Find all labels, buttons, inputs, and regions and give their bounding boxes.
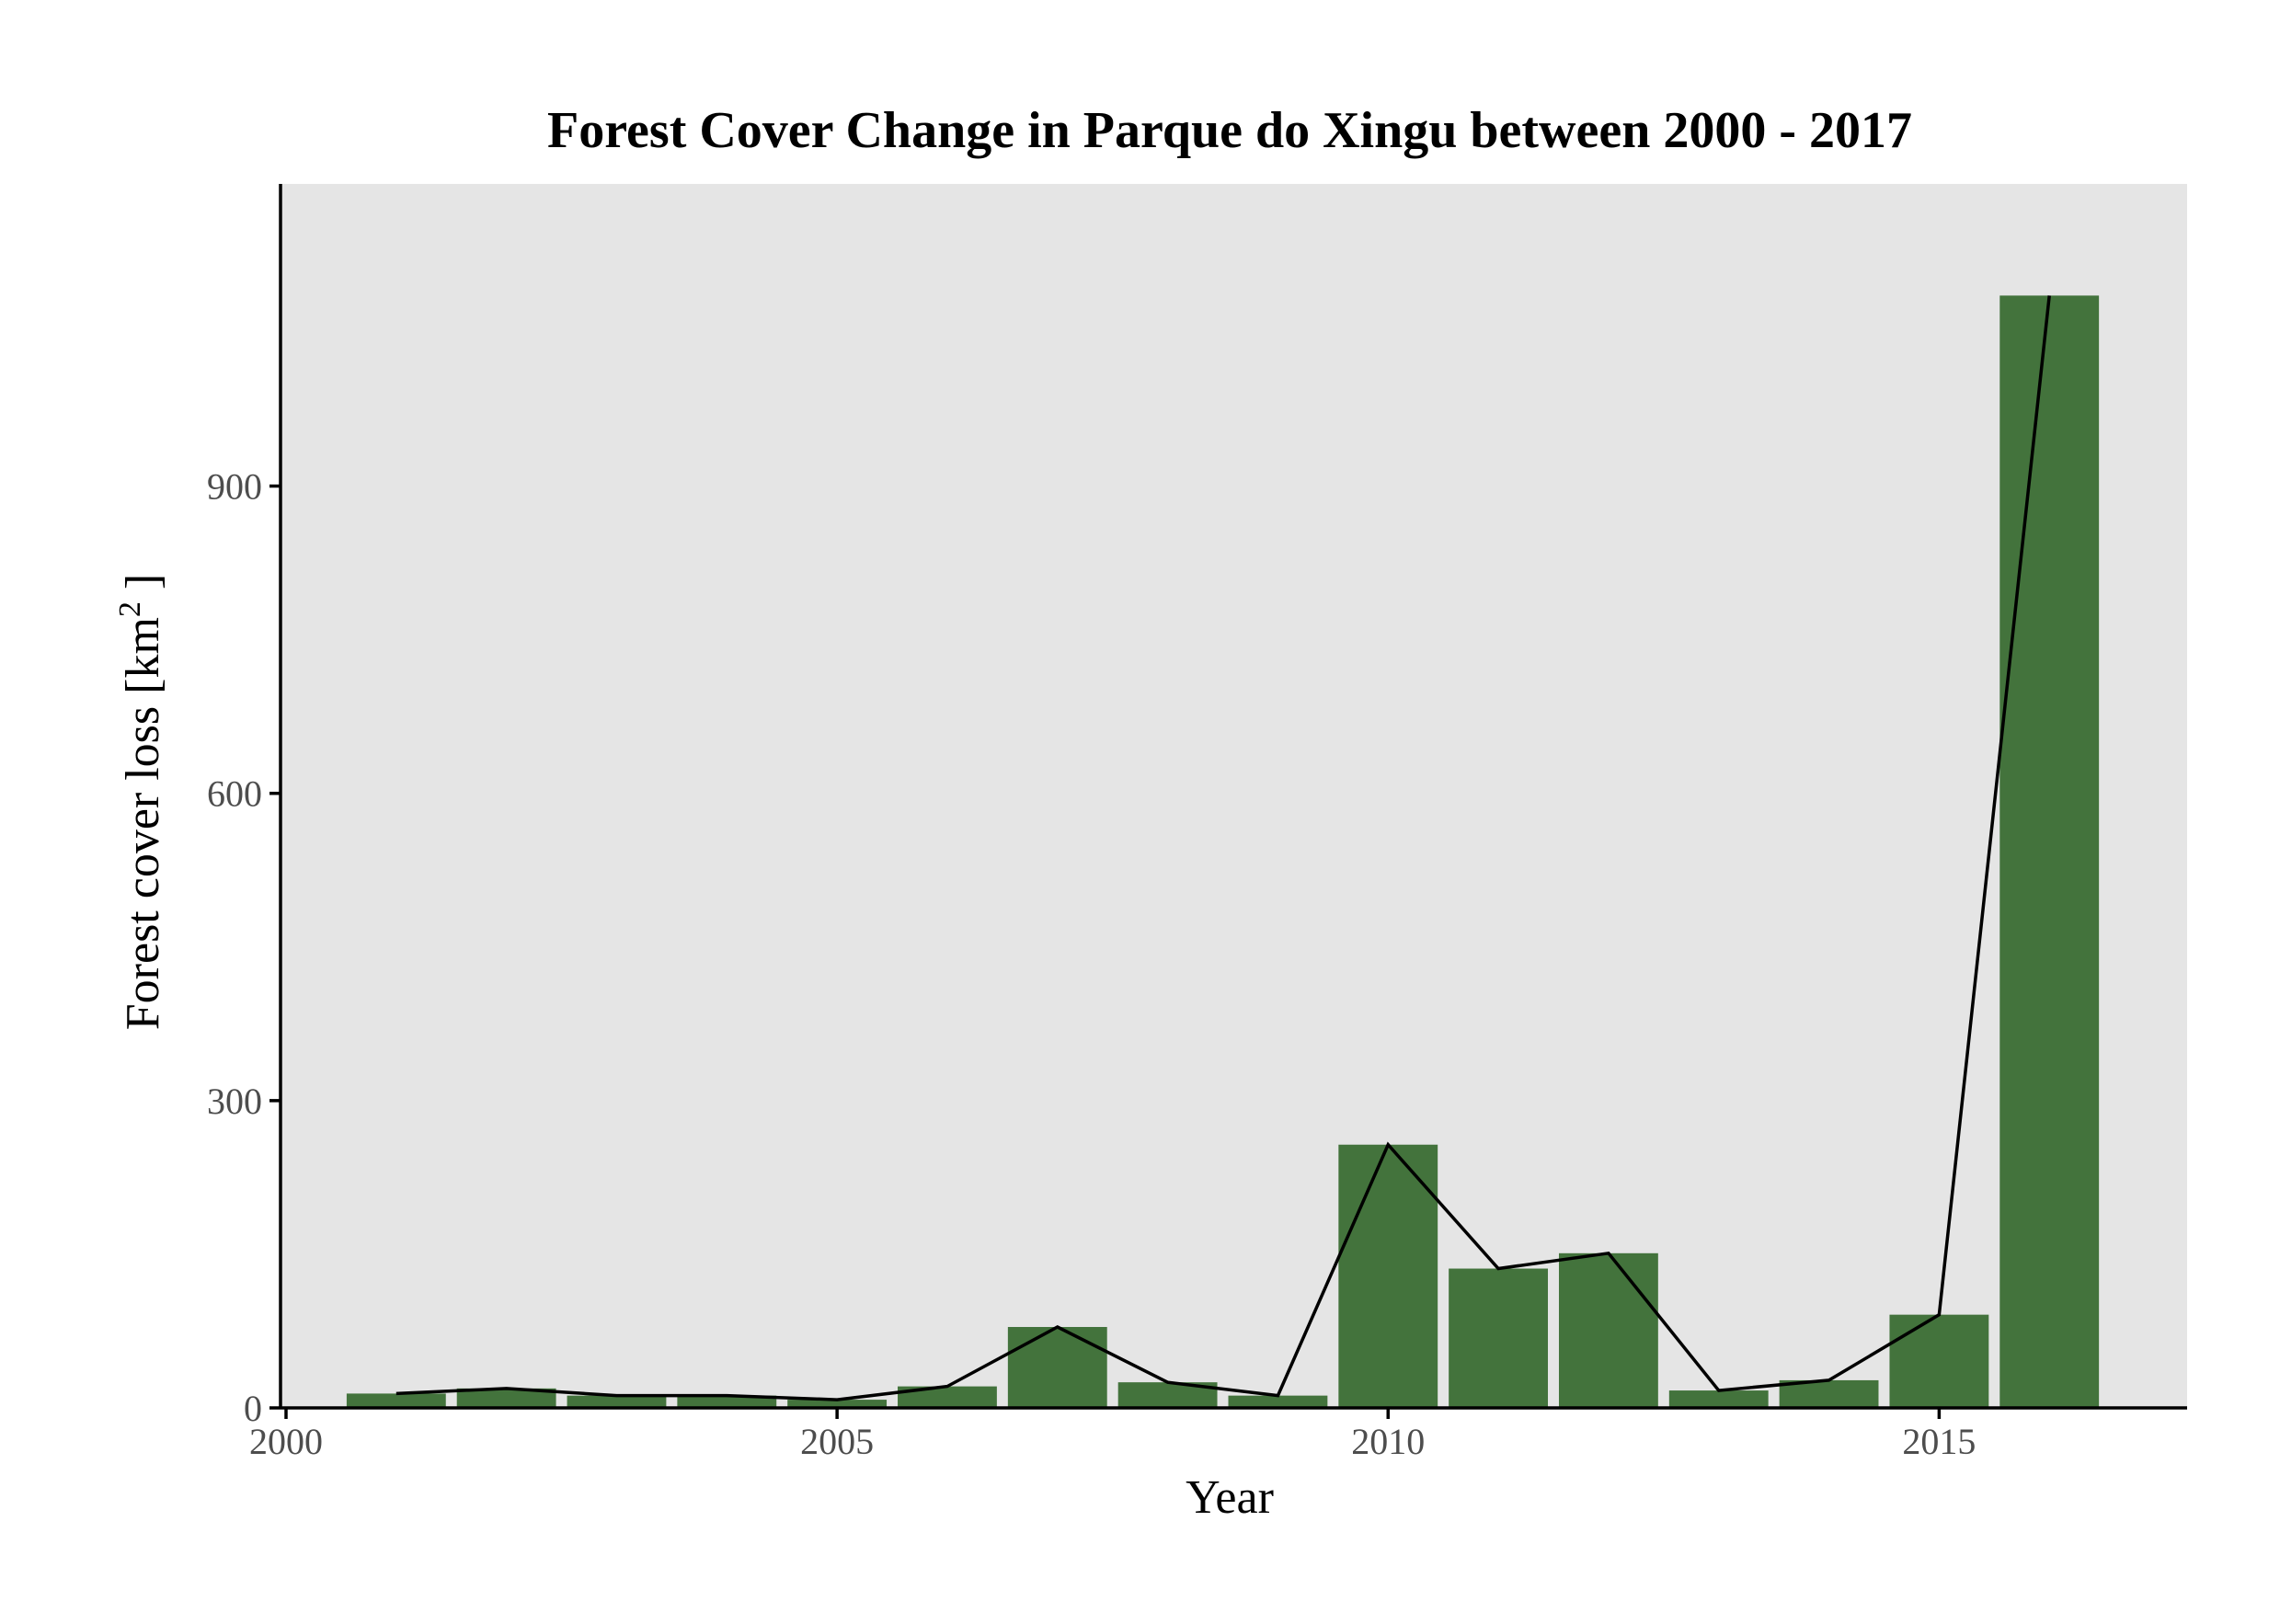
bars <box>346 295 2100 1408</box>
bar-2015 <box>1889 1314 1989 1408</box>
y-tick-label-600: 600 <box>207 773 262 815</box>
bar-2011 <box>1449 1268 1549 1408</box>
trend-line <box>395 295 2051 1401</box>
y-axis-title: Forest cover loss [km2 ] <box>113 574 169 1031</box>
x-axis-title: Year <box>1186 1471 1274 1524</box>
chart-title: Forest Cover Change in Parque do Xingu b… <box>547 102 1912 159</box>
bar-2016 <box>1999 295 2100 1408</box>
bar-2009 <box>1228 1395 1328 1408</box>
bar-2004 <box>677 1395 777 1408</box>
bar-2001 <box>346 1393 446 1408</box>
x-axis-ticks: 2000 2005 2010 2015 <box>249 1408 1976 1462</box>
bar-2007 <box>1007 1327 1107 1408</box>
x-tick-label-2010: 2010 <box>1351 1421 1425 1462</box>
x-tick-label-2015: 2015 <box>1902 1421 1976 1462</box>
bar-2003 <box>567 1395 667 1408</box>
x-tick-label-2005: 2005 <box>800 1421 874 1462</box>
bar-2006 <box>898 1386 997 1408</box>
y-tick-label-300: 300 <box>207 1081 262 1122</box>
y-tick-label-0: 0 <box>244 1388 262 1429</box>
y-tick-label-900: 900 <box>207 466 262 508</box>
bar-2005 <box>787 1400 888 1408</box>
bar-2013 <box>1668 1390 1769 1408</box>
x-tick-label-2000: 2000 <box>249 1421 323 1462</box>
bar-2012 <box>1558 1252 1658 1408</box>
y-axis-ticks: 0 300 600 900 <box>207 466 281 1429</box>
y-axis-title-main: Forest cover loss [km <box>117 617 169 1030</box>
bar-2010 <box>1338 1144 1438 1408</box>
plot-panel <box>281 184 2187 1408</box>
bar-2002 <box>456 1388 556 1408</box>
y-axis-title-superscript: 2 <box>113 601 147 617</box>
y-axis-title-close: ] <box>117 574 169 601</box>
